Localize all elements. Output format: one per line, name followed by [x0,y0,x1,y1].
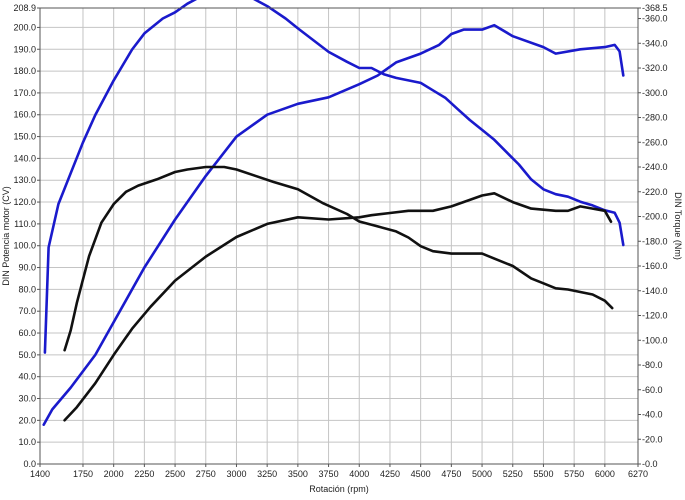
left-tick-label: 60.0 [18,328,36,338]
left-tick-label: 130.0 [13,175,36,185]
right-tick-label: -40.0 [642,410,663,420]
x-tick-label: 6000 [595,469,615,479]
series-layer [42,0,625,427]
x-tick-label: 5750 [564,469,584,479]
left-tick-label: 140.0 [13,153,36,163]
grid [40,8,638,465]
series-line-1 [43,0,625,354]
series-line-2 [42,23,625,427]
x-axis-label: Rotación (rpm) [309,484,369,494]
left-tick-label: 90.0 [18,263,36,273]
left-axis-ticks: 0.0 10.0 20.0 30.0 40.0 50.0 60.0 70.0 80.0 90.0 1… [13,3,40,469]
left-tick-label: 20.0 [18,415,36,425]
left-tick-label: 30.0 [18,394,36,404]
x-tick-label: 3250 [257,469,277,479]
right-tick-label: -200.0 [642,212,668,222]
plot-frame [39,7,639,465]
right-tick-label: -368.5 [642,3,668,13]
right-axis-ticks: -0.0 -20.0 -40.0 -60.0 -80.0 -100.0 -120.0 -140… [638,3,668,469]
right-tick-label: -80.0 [642,360,663,370]
x-axis-ticks: 1400 1750 2000 2250 2500 2750 3000 3250 3500 3750… [30,464,648,479]
x-tick-label: 3500 [288,469,308,479]
x-tick-label: 1400 [30,469,50,479]
left-tick-label: 180.0 [13,66,36,76]
left-tick-label: 10.0 [18,437,36,447]
left-tick-label: 120.0 [13,197,36,207]
x-tick-label: 2750 [196,469,216,479]
right-tick-label: -280.0 [642,113,668,123]
right-tick-label: -340.0 [642,38,668,48]
right-tick-label: -320.0 [642,63,668,73]
right-tick-label: -240.0 [642,162,668,172]
x-tick-label: 4750 [441,469,461,479]
left-tick-label: 150.0 [13,132,36,142]
left-tick-label: 170.0 [13,88,36,98]
x-tick-label: 3000 [226,469,246,479]
x-tick-label: 5000 [472,469,492,479]
right-tick-label: -360.0 [642,14,668,24]
right-tick-label: -100.0 [642,335,668,345]
series-line-3 [63,165,614,352]
right-tick-label: -180.0 [642,236,668,246]
right-tick-label: -60.0 [642,385,663,395]
x-tick-label: 4000 [349,469,369,479]
left-tick-label: 50.0 [18,350,36,360]
left-tick-label: 190.0 [13,44,36,54]
x-tick-label: 5250 [503,469,523,479]
x-tick-label: 3750 [319,469,339,479]
right-tick-label: -120.0 [642,311,668,321]
right-tick-label: -0.0 [642,459,658,469]
right-tick-label: -300.0 [642,88,668,98]
left-tick-label: 40.0 [18,372,36,382]
x-tick-label: 6270 [628,469,648,479]
right-tick-label: -220.0 [642,187,668,197]
left-tick-label: 70.0 [18,306,36,316]
x-tick-label: 4250 [380,469,400,479]
right-tick-label: -160.0 [642,261,668,271]
left-tick-label: 80.0 [18,284,36,294]
right-y-axis-label: DIN Torque (Nm) [673,192,683,260]
left-tick-label: 0.0 [23,459,36,469]
left-tick-label: 100.0 [13,241,36,251]
left-tick-label: 160.0 [13,110,36,120]
right-tick-label: -20.0 [642,434,663,444]
x-tick-label: 2250 [134,469,154,479]
right-tick-label: -140.0 [642,286,668,296]
left-tick-label: 110.0 [14,219,36,229]
x-tick-label: 4500 [411,469,431,479]
left-y-axis-label: DIN Potencia motor (CV) [1,186,11,286]
x-tick-label: 2000 [104,469,124,479]
x-tick-label: 1750 [73,469,93,479]
x-tick-label: 2500 [165,469,185,479]
right-tick-label: -260.0 [642,137,668,147]
left-tick-label: 208.9 [13,3,36,13]
left-tick-label: 200.0 [13,22,36,32]
x-tick-label: 5500 [533,469,553,479]
series-line-4 [63,192,613,422]
